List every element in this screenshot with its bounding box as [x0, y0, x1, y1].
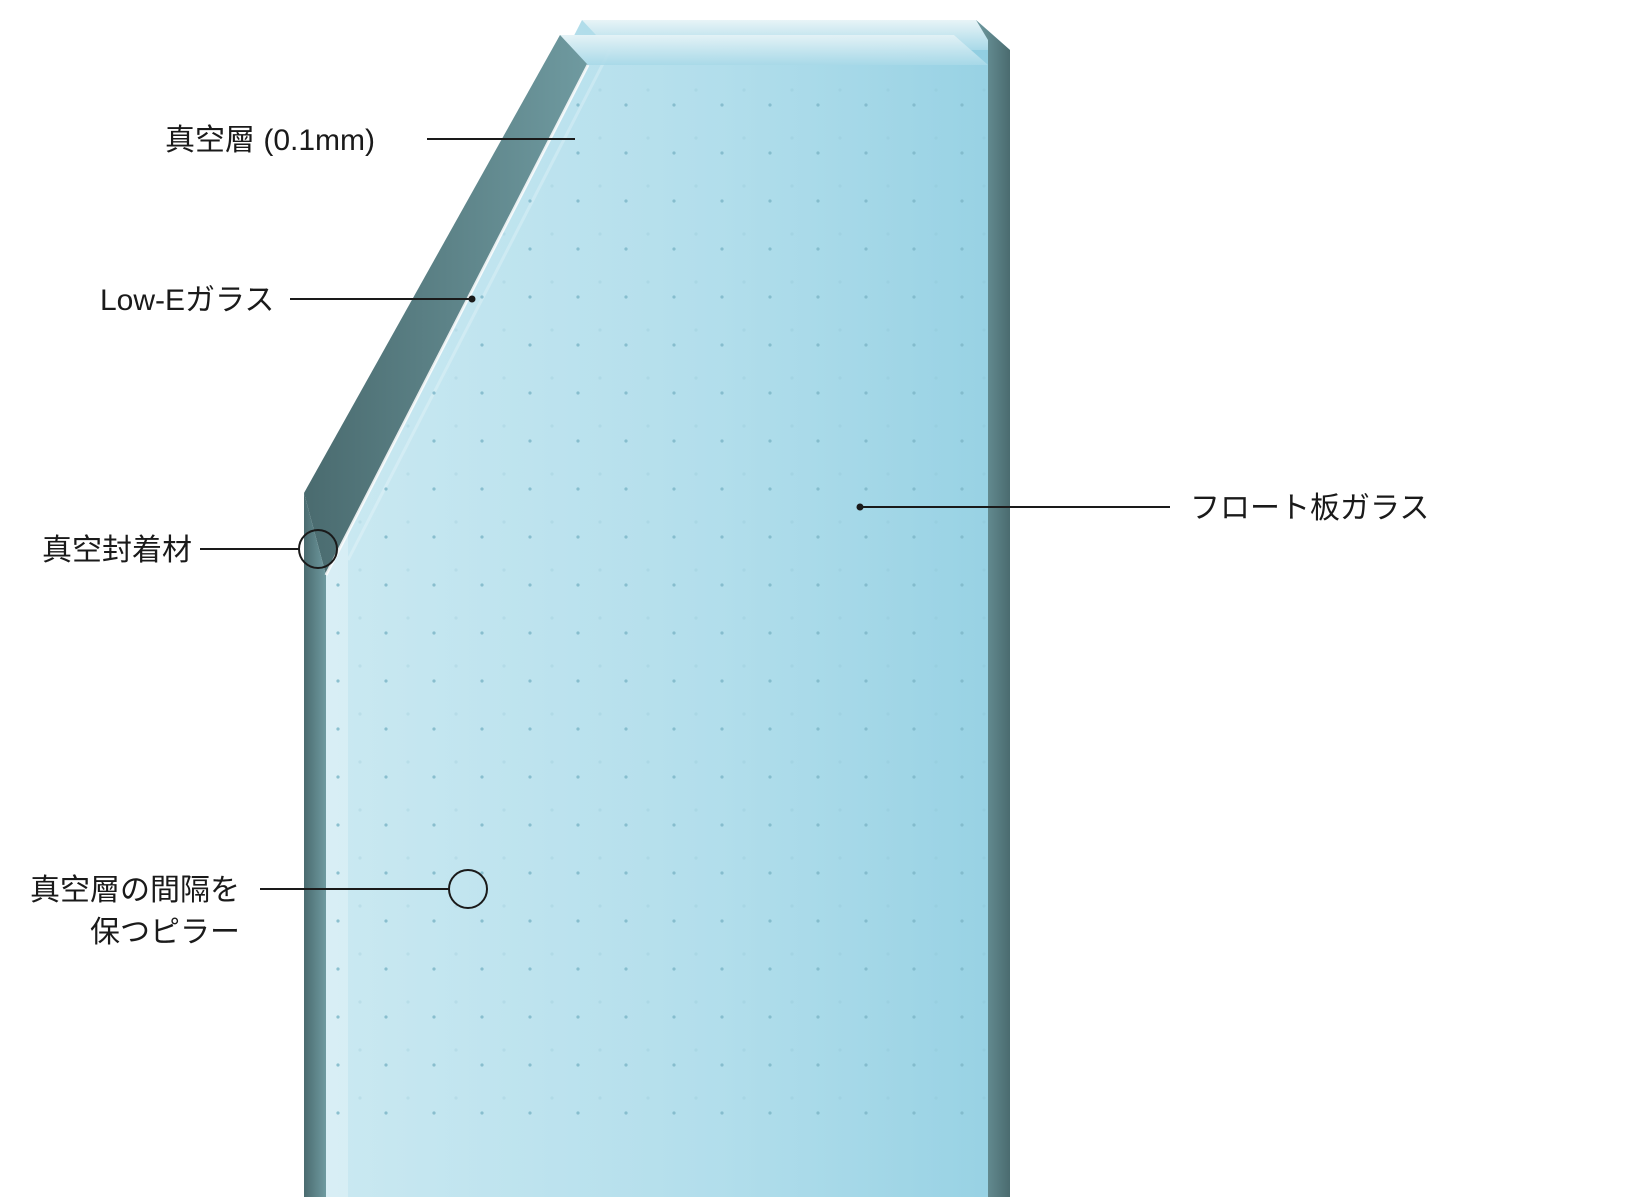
- front-pane-group: [304, 35, 988, 1197]
- label-low-e-glass: Low-Eガラス: [100, 280, 274, 322]
- glass-cross-section-diagram: 真空層 (0.1mm) Low-Eガラス 真空封着材 真空層の間隔を 保つピラー…: [0, 0, 1627, 1197]
- label-pillar-line1: 真空層の間隔を: [30, 874, 240, 907]
- label-float-glass: フロート板ガラス: [1190, 488, 1429, 530]
- label-pillar: 真空層の間隔を 保つピラー: [30, 870, 240, 954]
- label-pillar-line2: 保つピラー: [90, 916, 240, 949]
- glass-svg: [0, 0, 1627, 1197]
- label-vacuum-sealant: 真空封着材: [42, 530, 192, 572]
- label-vacuum-layer: 真空層 (0.1mm): [165, 120, 375, 162]
